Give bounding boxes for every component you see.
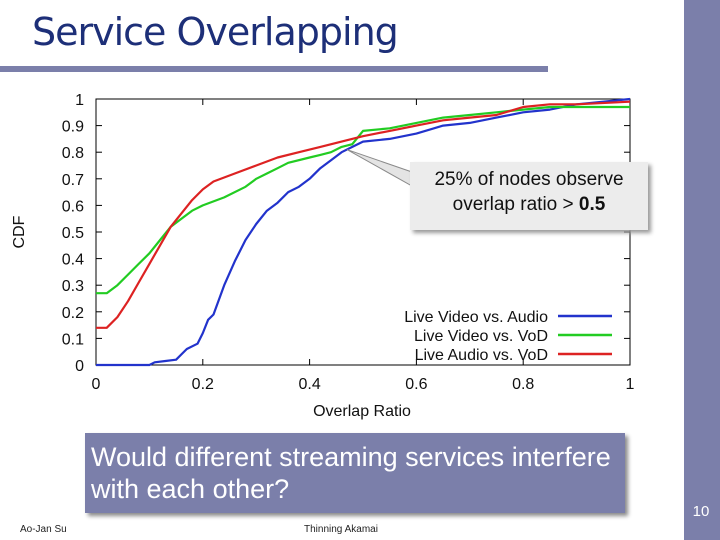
x-tick-label: 0.2 (192, 376, 214, 393)
y-tick-label: 0.9 (62, 119, 84, 136)
y-tick-label: 0.5 (62, 225, 84, 242)
callout-annotation: 25% of nodes observe overlap ratio > 0.5 (410, 162, 648, 230)
y-tick-label: 0.3 (62, 278, 84, 295)
slide-title: Service Overlapping (32, 10, 399, 54)
side-bar (684, 0, 720, 540)
footer-author: Ao-Jan Su (20, 524, 67, 535)
title-underline (0, 66, 548, 72)
y-tick-label: 0.2 (62, 305, 84, 322)
callout-bold-value: 0.5 (578, 194, 606, 215)
x-tick-label: 0.8 (512, 376, 534, 393)
y-tick-label: 0.7 (62, 172, 84, 189)
question-box: Would different streaming services inter… (85, 433, 625, 513)
y-tick-label: 0.4 (62, 252, 84, 269)
plot-frame (95, 98, 631, 366)
legend-label: Live Video vs. Audio (404, 309, 548, 326)
cdf-chart: 0 0.1 0.2 0.3 0.4 0.5 0.6 0.7 0.8 0.9 1 0 0.2 0.4 0.6 0… (11, 92, 635, 420)
legend-label: Live Audio vs. VoD (415, 347, 548, 364)
series-line-3 (96, 100, 631, 329)
page-number: 10 (692, 503, 710, 520)
legend-label: Live Video vs. VoD (414, 328, 548, 345)
x-tick-label: 1 (626, 376, 635, 393)
y-tick-label: 0 (75, 358, 84, 375)
footer-title: Thinning Akamai (304, 524, 378, 535)
y-tick-label: 1 (75, 92, 84, 109)
callout-line1: 25% of nodes observe (434, 169, 624, 190)
question-text: Would different streaming services inter… (91, 442, 611, 504)
y-tick-label: 0.1 (62, 331, 84, 348)
series-line-1 (96, 97, 631, 367)
callout-line2: overlap ratio > (452, 194, 579, 215)
x-tick-label: 0 (92, 376, 101, 393)
x-tick-label: 0.4 (298, 376, 320, 393)
series-line-2 (96, 105, 630, 295)
x-axis-label: Overlap Ratio (313, 403, 411, 420)
y-tick-label: 0.6 (62, 198, 84, 215)
x-tick-label: 0.6 (405, 376, 427, 393)
y-tick-label: 0.8 (62, 145, 84, 162)
y-axis-label: CDF (11, 215, 28, 248)
